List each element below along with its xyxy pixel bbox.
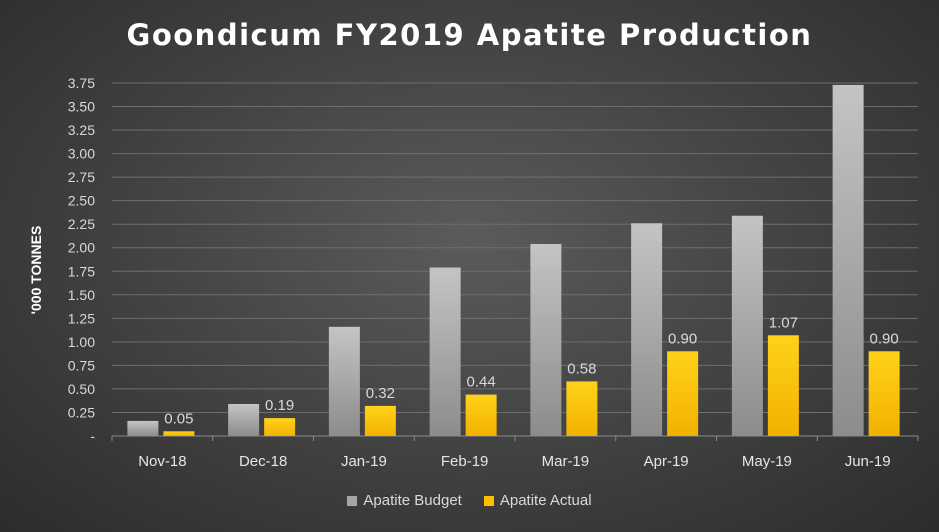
y-tick-label: 3.50: [68, 99, 95, 115]
bar-budget: [530, 243, 562, 436]
y-tick-label: 0.50: [68, 381, 95, 397]
bar-budget: [832, 84, 864, 437]
y-tick-label: 3.25: [68, 122, 95, 138]
bar-budget: [731, 215, 763, 436]
y-tick-label: 2.25: [68, 216, 95, 232]
y-tick-label: 3.75: [68, 75, 95, 91]
y-tick-label: 2.75: [68, 169, 95, 185]
bar-actual: [163, 431, 195, 436]
bar-budget: [328, 326, 360, 436]
chart-title: Goondicum FY2019 Apatite Production: [126, 18, 813, 52]
legend-item-budget: Apatite Budget: [347, 492, 462, 509]
data-label-actual: 0.44: [467, 374, 496, 391]
y-tick-label: -: [90, 428, 95, 444]
y-tick-label: 0.25: [68, 404, 95, 420]
legend-swatch-budget: [347, 495, 358, 506]
bar-actual: [264, 418, 296, 436]
bar-actual: [364, 405, 396, 436]
y-tick-label: 1.00: [68, 334, 95, 350]
y-tick-label: 2.50: [68, 193, 95, 209]
data-label-actual: 0.19: [265, 397, 294, 414]
bar-budget: [127, 420, 159, 436]
data-label-actual: 0.58: [567, 360, 596, 377]
x-tick-label: Jan-19: [341, 453, 387, 470]
y-tick-label: 3.00: [68, 146, 95, 162]
y-tick-label: 1.75: [68, 263, 95, 279]
y-tick-label: 1.25: [68, 310, 95, 326]
data-label-actual: 0.32: [366, 385, 395, 402]
data-label-actual: 0.90: [870, 330, 899, 347]
bar-budget: [429, 267, 461, 436]
legend: Apatite Budget Apatite Actual: [0, 492, 939, 509]
x-tick-label: May-19: [742, 453, 792, 470]
x-tick-label: Apr-19: [644, 453, 689, 470]
bar-actual: [667, 351, 699, 436]
x-tick-label: Mar-19: [542, 453, 590, 470]
y-tick-label: 1.50: [68, 287, 95, 303]
legend-item-actual: Apatite Actual: [483, 492, 592, 509]
legend-label-actual: Apatite Actual: [499, 492, 592, 509]
bar-actual: [767, 335, 799, 436]
legend-label-budget: Apatite Budget: [363, 492, 462, 509]
x-tick-label: Feb-19: [441, 453, 489, 470]
bar-budget: [631, 223, 663, 436]
x-tick-label: Jun-19: [845, 453, 891, 470]
data-label-actual: 0.05: [164, 410, 193, 427]
bar-actual: [465, 394, 497, 436]
legend-swatch-actual: [483, 495, 494, 506]
x-tick-label: Dec-18: [239, 453, 287, 470]
bar-actual: [566, 381, 598, 436]
data-label-actual: 0.90: [668, 330, 697, 347]
bar-actual: [868, 351, 900, 436]
bar-budget: [228, 403, 260, 436]
x-tick-label: Nov-18: [138, 453, 186, 470]
data-label-actual: 1.07: [769, 314, 798, 331]
y-tick-label: 2.00: [68, 240, 95, 256]
y-tick-label: 0.75: [68, 357, 95, 373]
